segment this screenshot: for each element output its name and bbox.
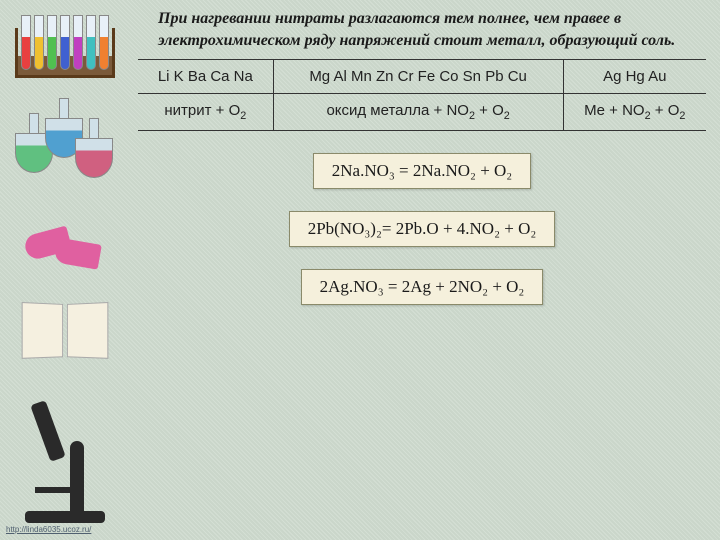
products-group-3: Me + NO2 + O2	[563, 94, 706, 131]
source-link[interactable]: http://linda6035.ucoz.ru/	[6, 525, 91, 534]
heading-text: При нагревании нитраты разлагаются тем п…	[138, 8, 706, 59]
flasks-icon	[15, 98, 115, 198]
decorative-sidebar	[0, 0, 130, 540]
test-tube-rack-icon	[15, 8, 115, 78]
equation-3: 2Ag.NO₃ = 2Ag + 2NO₂ + O₂	[301, 269, 544, 305]
products-group-1: нитрит + O2	[138, 94, 273, 131]
equation-row: 2Na.NO₃ = 2Na.NO₂ + O₂	[138, 153, 706, 189]
equation-2: 2Pb(NO₃)₂= 2Pb.O + 4.NO₂ + O₂	[289, 211, 556, 247]
equation-row: 2Pb(NO₃)₂= 2Pb.O + 4.NO₂ + O₂	[138, 211, 706, 247]
products-group-2: оксид металла + NO2 + O2	[273, 94, 563, 131]
microscope-icon	[20, 393, 110, 523]
book-icon	[20, 303, 110, 363]
metals-group-1: Li K Ba Ca Na	[138, 60, 273, 94]
main-content: При нагревании нитраты разлагаются тем п…	[130, 0, 720, 540]
table-row: нитрит + O2 оксид металла + NO2 + O2 Me …	[138, 94, 706, 131]
equation-1: 2Na.NO₃ = 2Na.NO₂ + O₂	[313, 153, 531, 189]
table-row: Li K Ba Ca Na Mg Al Mn Zn Cr Fe Co Sn Pb…	[138, 60, 706, 94]
metals-group-2: Mg Al Mn Zn Cr Fe Co Sn Pb Cu	[273, 60, 563, 94]
decomposition-table: Li K Ba Ca Na Mg Al Mn Zn Cr Fe Co Sn Pb…	[138, 59, 706, 131]
metals-group-3: Ag Hg Au	[563, 60, 706, 94]
equation-row: 2Ag.NO₃ = 2Ag + 2NO₂ + O₂	[138, 269, 706, 305]
shoes-icon	[25, 223, 105, 273]
